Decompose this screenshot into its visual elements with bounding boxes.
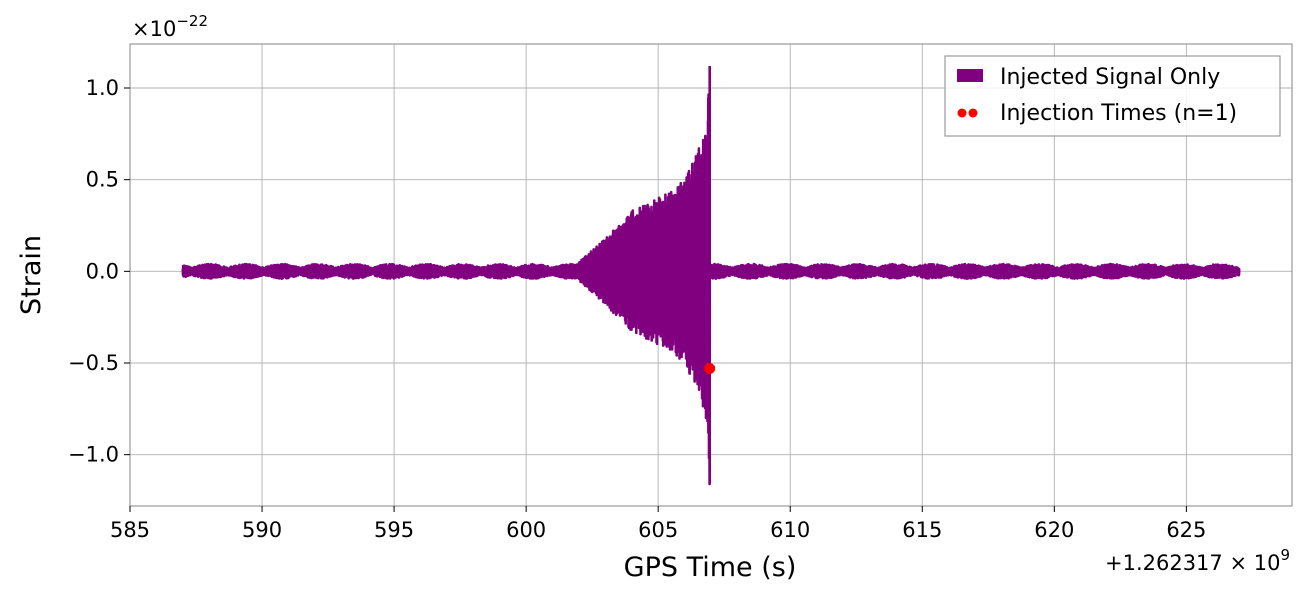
y-axis-label: Strain [16,235,47,315]
x-axis-label: GPS Time (s) [624,552,797,583]
plot-frame [129,43,1293,507]
y-tick-label: −1.0 [68,443,119,467]
x-tick-label: 610 [770,518,810,542]
y-tick-label: −0.5 [68,351,119,375]
x-offset-times: × 10 [1223,551,1281,575]
legend-marker-injection-times-1 [957,108,967,118]
x-tick-label: 595 [374,518,414,542]
injection-time-point [704,363,716,374]
x-offset-label: +1.262317 × 109 [1105,546,1290,575]
series-layer [181,66,1241,486]
x-tick-label: 590 [242,518,282,542]
x-tick-label: 615 [902,518,942,542]
legend-box [944,55,1281,137]
series-injected-signal-line [181,66,1241,486]
y-tick-label: 1.0 [86,76,119,100]
y-scale-label: ×10−22 [132,12,208,41]
x-tick-label: 625 [1166,518,1206,542]
legend-label-injected-signal: Injected Signal Only [1000,65,1220,90]
legend-marker-injection-times-2 [968,108,978,118]
x-tick-label: 600 [506,518,546,542]
ticks: 585 590 595 600 605 610 615 620 625 1.0 0.5 0.0 −0.5… [68,76,1206,542]
legend-swatch-injected-signal [957,69,983,82]
x-offset-exponent: 9 [1280,546,1290,564]
legend-label-injection-times: Injection Times (n=1) [1000,101,1237,126]
y-scale-exponent: −22 [176,12,208,30]
y-tick-label: 0.0 [86,259,119,283]
x-tick-label: 605 [638,518,678,542]
x-tick-label: 620 [1034,518,1074,542]
x-tick-label: 585 [110,518,150,542]
legend: Injected Signal Only Injection Times (n=… [944,55,1281,137]
y-tick-label: 0.5 [86,168,119,192]
